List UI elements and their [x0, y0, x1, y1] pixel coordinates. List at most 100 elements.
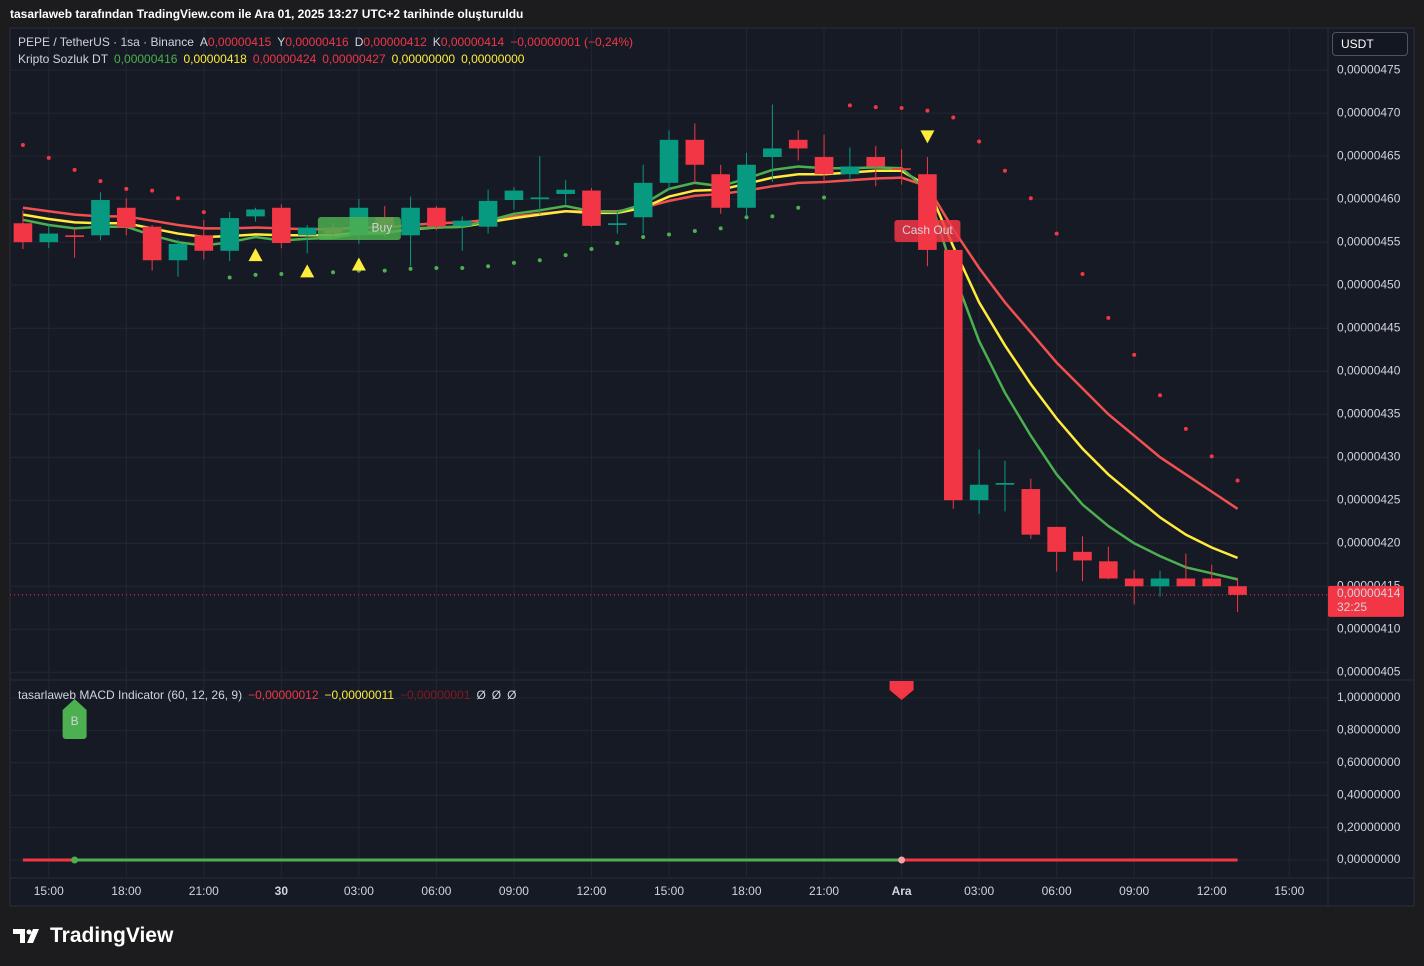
legend-item: 0,00000000 — [391, 52, 456, 66]
x-tick-label: 12:00 — [1197, 884, 1227, 898]
candle-body — [1150, 578, 1170, 587]
sar-dot — [1158, 393, 1163, 398]
sar-dot — [667, 232, 671, 237]
candle-body — [194, 235, 214, 251]
sar-dot — [1235, 478, 1240, 483]
sar-dot — [692, 228, 697, 233]
legend-item: 0,00000414 — [440, 35, 505, 49]
last-price-box — [1328, 585, 1404, 617]
y-tick-label: 0,00000405 — [1337, 664, 1401, 678]
candle-body — [91, 200, 110, 236]
candle-body — [427, 207, 446, 227]
x-tick-label: 30 — [275, 884, 289, 898]
candle-body — [1073, 551, 1092, 561]
sar-dot — [175, 196, 180, 201]
x-tick-label: 06:00 — [421, 884, 451, 898]
legend-item: 0,00000415 — [207, 35, 272, 49]
sar-dot — [873, 105, 878, 110]
logo — [13, 929, 39, 943]
legend-item: Ø — [491, 688, 502, 702]
legend-item: 0,00000416 — [285, 35, 349, 49]
y-tick-label: 0,00000465 — [1337, 148, 1401, 162]
legend-item: A — [199, 35, 208, 49]
x-tick-label: 21:00 — [189, 884, 219, 898]
y-tick-label: 0,00000460 — [1337, 191, 1401, 205]
legend-item: −0,00000001 (−0,24%) — [510, 35, 633, 49]
sar-dot — [1080, 272, 1085, 277]
x-tick-label: 18:00 — [732, 884, 762, 898]
sar-dot — [744, 215, 749, 220]
candle-body — [763, 148, 782, 158]
sar-dot — [718, 226, 723, 231]
footer: TradingView — [12, 924, 173, 948]
y-tick-label: 0,20000000 — [1337, 820, 1401, 834]
candle-body — [504, 190, 524, 201]
candle-body — [168, 243, 188, 261]
y-tick-label: 0,00000000 — [1337, 852, 1401, 866]
y-tick-label: 0,00000410 — [1337, 621, 1401, 635]
buy-marker — [351, 257, 366, 271]
candle-body — [1099, 561, 1118, 579]
x-tick-label: 06:00 — [1042, 884, 1072, 898]
macd-legend: tasarlaweb MACD Indicator (60, 12, 26, 9… — [18, 688, 522, 702]
candle-body — [685, 139, 705, 165]
sar-dot — [227, 275, 232, 280]
candle-body — [1047, 526, 1066, 552]
legend-item: Ø — [507, 688, 517, 702]
candle-body — [13, 223, 33, 243]
candle-body — [737, 164, 756, 208]
main-legend: PEPE / TetherUS · 1sa · Binance A0,000004… — [18, 35, 639, 49]
candle-body — [995, 483, 1015, 485]
y-tick-label: 0,00000430 — [1337, 449, 1401, 463]
x-tick-label: 09:00 — [499, 884, 529, 898]
candle-body — [788, 139, 808, 149]
sar-dot — [589, 247, 594, 252]
sell-marker — [920, 130, 935, 144]
y-tick-label: 0,00000425 — [1337, 492, 1401, 506]
legend-item: tasarlaweb MACD Indicator (60, 12, 26, 9… — [18, 688, 243, 702]
candle-body — [659, 139, 679, 183]
legend-item: PEPE / TetherUS · 1sa · Binance — [18, 35, 194, 49]
x-tick-label: 21:00 — [809, 884, 839, 898]
sar-dot — [615, 241, 620, 246]
legend-item: 0,00000424 — [252, 52, 317, 66]
sar-dot — [434, 265, 439, 270]
legend-item: Y — [277, 35, 286, 49]
x-tick-label: 03:00 — [964, 884, 994, 898]
y-tick-label: 0,00000445 — [1337, 320, 1401, 334]
chart-frame — [9, 27, 1415, 907]
candle-body — [1176, 578, 1196, 587]
y-tick-label: 0,00000455 — [1337, 234, 1401, 248]
candle-body — [220, 218, 239, 251]
legend-item: D — [354, 35, 364, 49]
sar-dot — [124, 186, 129, 191]
legend-item: −0,00000012 — [248, 688, 319, 702]
currency-button[interactable]: USDT — [1332, 32, 1408, 56]
candle-body — [297, 227, 317, 236]
sar-dot — [150, 188, 155, 193]
sar-dot — [20, 142, 25, 147]
x-tick-label: 12:00 — [576, 884, 606, 898]
legend-item: 0,00000412 — [363, 35, 427, 49]
sar-dot — [537, 258, 542, 263]
y-tick-label: 0,00000450 — [1337, 277, 1401, 291]
sar-dot — [46, 155, 51, 160]
y-tick-label: 0,00000440 — [1337, 363, 1401, 377]
sar-dot — [1183, 426, 1188, 431]
x-tick-label: 09:00 — [1119, 884, 1149, 898]
legend-item: −0,00000001 — [400, 688, 471, 702]
y-tick-label: 0,00000420 — [1337, 535, 1401, 549]
sar-dot — [563, 253, 568, 258]
sar-dot — [770, 214, 775, 219]
legend-item: 0,00000427 — [322, 52, 386, 66]
sar-dot — [1028, 196, 1033, 201]
candle-body — [969, 484, 989, 501]
candle-body — [711, 174, 730, 208]
sar-dot — [253, 272, 258, 277]
cross-dot — [71, 856, 79, 864]
y-tick-label: 0,00000435 — [1337, 406, 1401, 420]
y-tick-label: 0,40000000 — [1337, 787, 1401, 801]
x-tick-label: 15:00 — [34, 884, 64, 898]
